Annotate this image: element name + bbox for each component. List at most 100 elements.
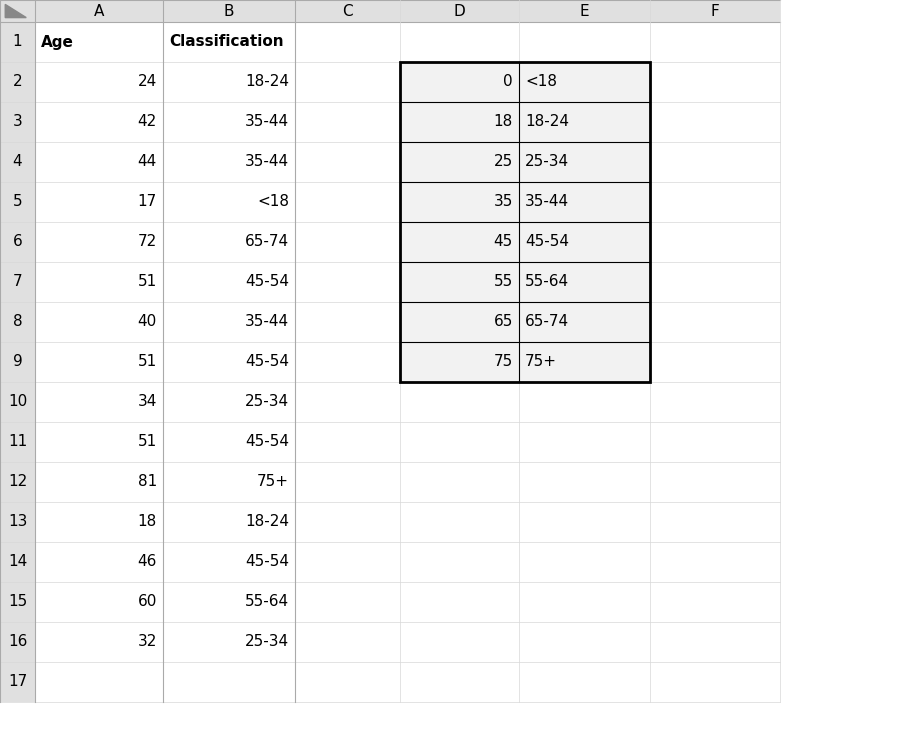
Text: 65: 65 [494,314,513,330]
Bar [295,262,400,302]
Bar [519,182,650,222]
Bar [295,582,400,622]
Bar [295,222,400,262]
Text: 65-74: 65-74 [245,234,289,249]
Text: 9: 9 [13,355,22,370]
Bar [35,62,163,102]
Bar [295,662,400,702]
Bar [163,422,295,462]
Bar [0,502,35,542]
Bar [400,662,519,702]
Bar [400,0,519,22]
Text: 34: 34 [137,395,157,410]
Bar [650,22,780,62]
Text: 14: 14 [8,554,27,569]
Bar [0,462,35,502]
Bar [0,0,35,22]
Bar [35,222,163,262]
Bar [519,62,650,102]
Bar [35,182,163,222]
Bar [0,422,35,462]
Bar [519,582,650,622]
Bar [650,422,780,462]
Text: 45: 45 [494,234,513,249]
Bar [163,582,295,622]
Bar [0,62,35,102]
Bar [400,422,519,462]
Text: 17: 17 [137,194,157,209]
Bar [35,342,163,382]
Bar [650,502,780,542]
Bar [519,342,650,382]
Text: <18: <18 [257,194,289,209]
Text: 11: 11 [8,435,27,450]
Bar [35,382,163,422]
Bar [295,22,400,62]
Bar [295,462,400,502]
Text: Classification: Classification [169,35,284,49]
Text: 45-54: 45-54 [245,274,289,290]
Bar [35,22,163,62]
Text: 18-24: 18-24 [525,114,569,129]
Bar [400,102,519,142]
Text: 45-54: 45-54 [245,554,289,569]
Bar [163,542,295,582]
Bar [295,102,400,142]
Bar [650,302,780,342]
Text: D: D [453,4,465,18]
Bar [519,222,650,262]
Bar [295,182,400,222]
Bar [400,382,519,422]
Bar [650,62,780,102]
Text: B: B [224,4,234,18]
Text: 35-44: 35-44 [525,194,569,209]
Bar [295,382,400,422]
Bar [650,542,780,582]
Bar [400,222,519,262]
Text: 24: 24 [137,75,157,89]
Bar [519,342,650,382]
Text: 51: 51 [137,435,157,450]
Bar [35,142,163,182]
Text: 0: 0 [504,75,513,89]
Bar [519,542,650,582]
Bar [295,142,400,182]
Bar [400,302,519,342]
Bar [400,262,519,302]
Text: 81: 81 [137,475,157,489]
Text: 75+: 75+ [257,475,289,489]
Text: 25-34: 25-34 [245,395,289,410]
Text: 15: 15 [8,594,27,609]
Bar [519,302,650,342]
Text: 51: 51 [137,274,157,290]
Text: 7: 7 [13,274,22,290]
Bar [400,342,519,382]
Bar [400,182,519,222]
Bar [35,422,163,462]
Bar [163,382,295,422]
Text: 75+: 75+ [525,355,557,370]
Bar [163,622,295,662]
Text: 18-24: 18-24 [245,75,289,89]
Polygon shape [5,5,26,17]
Bar [163,262,295,302]
Text: 46: 46 [137,554,157,569]
Bar [519,0,650,22]
Text: 18-24: 18-24 [245,515,289,529]
Text: 55: 55 [494,274,513,290]
Text: 4: 4 [13,154,22,169]
Bar [400,102,519,142]
Bar [519,22,650,62]
Bar [295,302,400,342]
Bar [163,142,295,182]
Text: 44: 44 [137,154,157,169]
Bar [650,182,780,222]
Text: 55-64: 55-64 [525,274,569,290]
Bar [0,262,35,302]
Bar [650,582,780,622]
Text: 25-34: 25-34 [245,634,289,649]
Bar [0,22,35,62]
Bar [650,0,780,22]
Bar [519,102,650,142]
Bar [35,622,163,662]
